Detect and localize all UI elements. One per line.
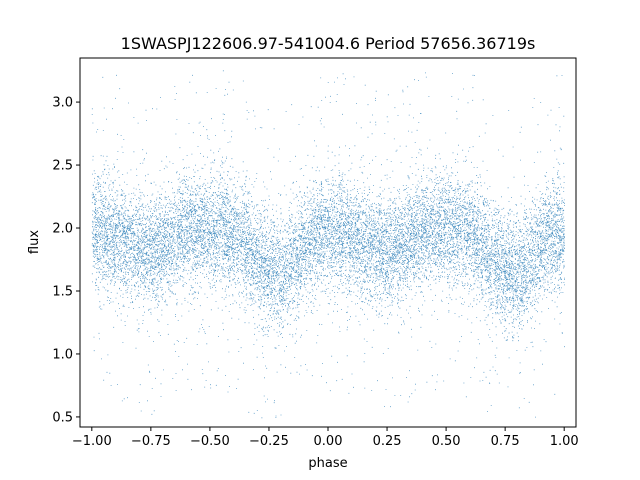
x-tick-label: −0.25 bbox=[249, 434, 289, 449]
x-tick-label: −0.75 bbox=[131, 434, 171, 449]
x-tick-label: 0.00 bbox=[314, 434, 343, 449]
x-tick-label: 0.25 bbox=[373, 434, 402, 449]
x-tick-label: 1.00 bbox=[550, 434, 579, 449]
chart-title: 1SWASPJ122606.97-541004.6 Period 57656.3… bbox=[121, 34, 536, 53]
axes: −1.00 −0.75 −0.50 −0.25 0.00 0.25 0.50 0.75 1.00… bbox=[52, 57, 579, 449]
y-axis-label: flux bbox=[27, 230, 42, 254]
y-tick-label: 3.0 bbox=[52, 96, 73, 111]
x-tick-label: 0.50 bbox=[432, 434, 461, 449]
y-tick-label: 2.5 bbox=[52, 159, 73, 174]
y-tick-label: 1.5 bbox=[52, 284, 73, 299]
x-tick-label: −1.00 bbox=[72, 434, 112, 449]
x-tick-label: 0.75 bbox=[491, 434, 520, 449]
x-tick-label: −0.50 bbox=[190, 434, 230, 449]
x-axis-label: phase bbox=[308, 456, 347, 471]
y-tick-label: 2.0 bbox=[52, 222, 73, 237]
y-tick-label: 1.0 bbox=[52, 347, 73, 362]
y-tick-label: 0.5 bbox=[52, 410, 73, 425]
